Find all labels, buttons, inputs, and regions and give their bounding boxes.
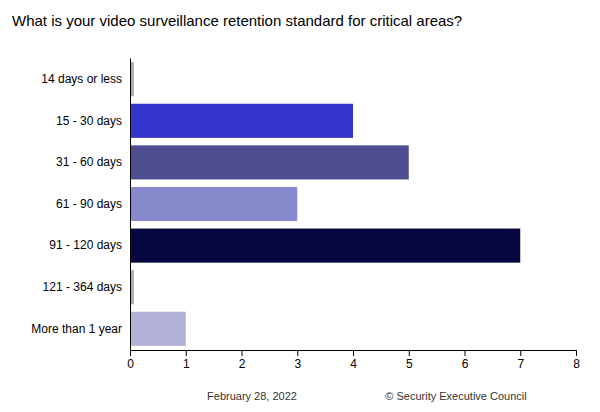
- y-axis: 14 days or less 15 - 30 days 31 - 60 days 6…: [31, 59, 130, 351]
- y-tick-label: More than 1 year: [31, 322, 122, 336]
- x-tick-label: 0: [127, 357, 134, 371]
- x-tick: 2: [239, 350, 246, 371]
- y-axis-line: [130, 59, 131, 351]
- x-axis: 0 1 2 3 4 5 6 7 8: [127, 350, 580, 371]
- plot: 0 1 2 3 4 5 6 7 8 14 days or less 15 - 30 days 31 -…: [31, 59, 580, 371]
- x-tick: 1: [183, 350, 190, 371]
- x-tick-label: 8: [573, 357, 580, 371]
- footer-annotation: © Security Executive Council: [385, 390, 526, 402]
- bar: [130, 187, 297, 221]
- x-tick-mark: [297, 350, 298, 356]
- y-tick-label: 91 - 120 days: [49, 238, 122, 252]
- x-tick-mark: [520, 350, 521, 356]
- chart: What is your video surveillance retentio…: [0, 0, 600, 412]
- x-tick-mark: [130, 350, 131, 356]
- y-tick: 14 days or less: [41, 72, 130, 86]
- bar: [130, 312, 186, 346]
- x-tick-label: 6: [462, 357, 469, 371]
- x-tick-label: 5: [406, 357, 413, 371]
- y-tick-label: 31 - 60 days: [56, 155, 122, 169]
- x-tick-label: 3: [294, 357, 301, 371]
- x-tick: 5: [406, 350, 413, 371]
- x-tick-mark: [186, 350, 187, 356]
- y-tick-label: 61 - 90 days: [56, 197, 122, 211]
- x-tick: 3: [294, 350, 301, 371]
- x-tick: 6: [462, 350, 469, 371]
- y-tick: 31 - 60 days: [56, 155, 130, 169]
- y-tick: 121 - 364 days: [43, 280, 130, 294]
- x-tick-label: 4: [350, 357, 357, 371]
- x-tick-mark: [576, 350, 577, 356]
- x-tick-mark: [465, 350, 466, 356]
- y-tick-label: 15 - 30 days: [56, 114, 122, 128]
- footer-annotation: February 28, 2022: [207, 390, 297, 402]
- x-axis-line: [131, 351, 577, 357]
- y-tick: 61 - 90 days: [56, 197, 130, 211]
- bar: [130, 229, 520, 263]
- y-tick: 15 - 30 days: [56, 114, 130, 128]
- x-tick: 8: [573, 350, 580, 371]
- y-tick: 91 - 120 days: [49, 238, 130, 252]
- x-tick-label: 7: [517, 357, 524, 371]
- x-tick: 4: [350, 350, 357, 371]
- bars: [130, 62, 520, 346]
- y-tick-label: 121 - 364 days: [43, 280, 122, 294]
- x-tick-label: 2: [239, 357, 246, 371]
- bar: [130, 104, 353, 138]
- title: What is your video surveillance retentio…: [12, 12, 462, 29]
- bar: [130, 145, 409, 179]
- x-tick-mark: [353, 350, 354, 356]
- y-tick: More than 1 year: [31, 322, 130, 336]
- x-tick-label: 1: [183, 357, 190, 371]
- x-tick: 0: [127, 350, 134, 371]
- x-tick-mark: [242, 350, 243, 356]
- x-tick: 7: [517, 350, 524, 371]
- y-tick-label: 14 days or less: [41, 72, 122, 86]
- x-tick-mark: [409, 350, 410, 356]
